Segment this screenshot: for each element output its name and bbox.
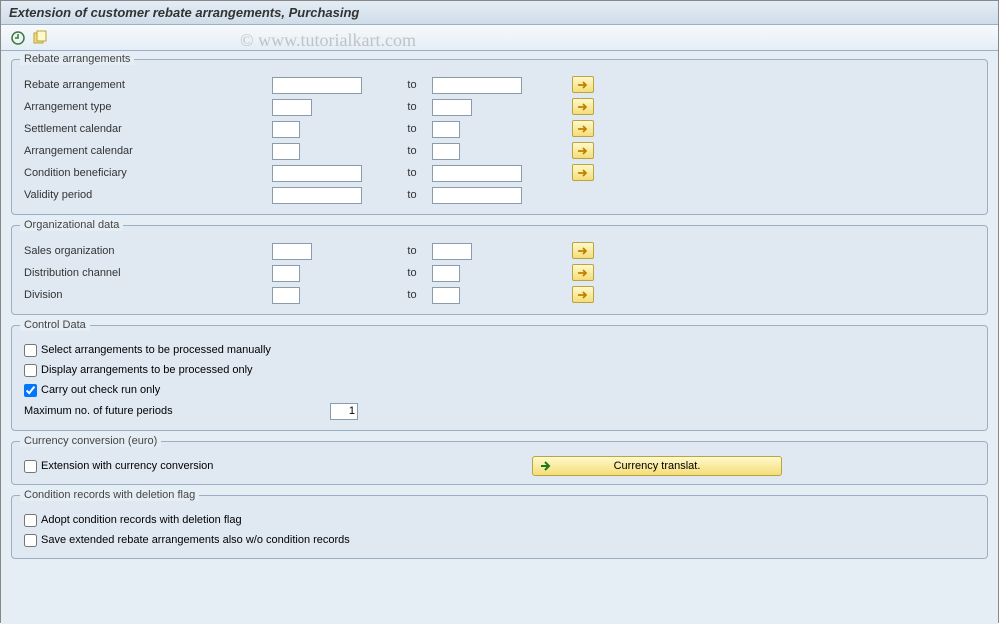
execute-button[interactable] bbox=[9, 29, 27, 47]
check-row: Select arrangements to be processed manu… bbox=[22, 340, 977, 360]
to-input[interactable] bbox=[432, 187, 522, 204]
group1-rows: Rebate arrangementtoArrangement typetoSe… bbox=[22, 74, 977, 206]
checkbox-label: Select arrangements to be processed manu… bbox=[41, 344, 271, 356]
max-periods-label: Maximum no. of future periods bbox=[24, 405, 330, 417]
multiple-selection-button[interactable] bbox=[572, 164, 594, 181]
field-label: Arrangement calendar bbox=[22, 145, 272, 157]
group-currency-conversion: Currency conversion (euro) Extension wit… bbox=[11, 441, 988, 485]
group-title: Currency conversion (euro) bbox=[20, 435, 161, 447]
selection-row: Arrangement type to bbox=[22, 96, 977, 118]
selection-row: Distribution channel to bbox=[22, 262, 977, 284]
arrow-right-icon bbox=[539, 459, 553, 476]
check-row: Adopt condition records with deletion fl… bbox=[22, 510, 977, 530]
to-input[interactable] bbox=[432, 143, 460, 160]
from-input[interactable] bbox=[272, 165, 362, 182]
multiple-selection-button[interactable] bbox=[572, 142, 594, 159]
selection-row: Arrangement calendar to bbox=[22, 140, 977, 162]
to-label: to bbox=[392, 189, 432, 201]
to-input[interactable] bbox=[432, 243, 472, 260]
from-input[interactable] bbox=[272, 99, 312, 116]
group-organizational-data: Organizational data Sales organizationto… bbox=[11, 225, 988, 315]
field-label: Rebate arrangement bbox=[22, 79, 272, 91]
field-label: Division bbox=[22, 289, 272, 301]
to-input[interactable] bbox=[432, 287, 460, 304]
group-title: Organizational data bbox=[20, 219, 123, 231]
checkbox[interactable] bbox=[24, 534, 37, 547]
to-label: to bbox=[392, 245, 432, 257]
field-label: Condition beneficiary bbox=[22, 167, 272, 179]
multiple-selection-button[interactable] bbox=[572, 76, 594, 93]
from-input[interactable] bbox=[272, 121, 300, 138]
to-label: to bbox=[392, 101, 432, 113]
field-label: Arrangement type bbox=[22, 101, 272, 113]
checkbox-label: Carry out check run only bbox=[41, 384, 160, 396]
from-input[interactable] bbox=[272, 287, 300, 304]
multiple-selection-button[interactable] bbox=[572, 264, 594, 281]
group-title: Rebate arrangements bbox=[20, 53, 134, 65]
field-label: Distribution channel bbox=[22, 267, 272, 279]
checkbox[interactable] bbox=[24, 364, 37, 377]
checkbox-label: Save extended rebate arrangements also w… bbox=[41, 534, 350, 546]
field-label: Settlement calendar bbox=[22, 123, 272, 135]
currency-translate-label: Currency translat. bbox=[614, 460, 701, 472]
multiple-selection-button[interactable] bbox=[572, 120, 594, 137]
group2-rows: Sales organizationtoDistribution channel… bbox=[22, 240, 977, 306]
to-label: to bbox=[392, 145, 432, 157]
selection-row: Settlement calendar to bbox=[22, 118, 977, 140]
selection-row: Sales organization to bbox=[22, 240, 977, 262]
from-input[interactable] bbox=[272, 187, 362, 204]
from-input[interactable] bbox=[272, 77, 362, 94]
to-input[interactable] bbox=[432, 165, 522, 182]
group5-checks: Adopt condition records with deletion fl… bbox=[22, 510, 977, 550]
to-label: to bbox=[392, 167, 432, 179]
multiple-selection-button[interactable] bbox=[572, 286, 594, 303]
selection-row: Rebate arrangement to bbox=[22, 74, 977, 96]
group-deletion-flag: Condition records with deletion flag Ado… bbox=[11, 495, 988, 559]
variant-button[interactable] bbox=[31, 29, 49, 47]
to-input[interactable] bbox=[432, 99, 472, 116]
to-input[interactable] bbox=[432, 121, 460, 138]
check-row: Save extended rebate arrangements also w… bbox=[22, 530, 977, 550]
to-label: to bbox=[392, 79, 432, 91]
multiple-selection-button[interactable] bbox=[572, 242, 594, 259]
to-label: to bbox=[392, 123, 432, 135]
selection-row: Condition beneficiary to bbox=[22, 162, 977, 184]
field-label: Validity period bbox=[22, 189, 272, 201]
checkbox-label: Adopt condition records with deletion fl… bbox=[41, 514, 242, 526]
checkbox[interactable] bbox=[24, 384, 37, 397]
max-periods-input[interactable] bbox=[330, 403, 358, 420]
check-row: Carry out check run only bbox=[22, 380, 977, 400]
toolbar bbox=[1, 25, 998, 51]
selection-row: Division to bbox=[22, 284, 977, 306]
group-title: Condition records with deletion flag bbox=[20, 489, 199, 501]
group3-checks: Select arrangements to be processed manu… bbox=[22, 340, 977, 400]
selection-row: Validity period to bbox=[22, 184, 977, 206]
checkbox[interactable] bbox=[24, 344, 37, 357]
checkbox-label: Display arrangements to be processed onl… bbox=[41, 364, 253, 376]
currency-conversion-checkbox[interactable] bbox=[24, 460, 37, 473]
to-input[interactable] bbox=[432, 265, 460, 282]
from-input[interactable] bbox=[272, 143, 300, 160]
content-area: Rebate arrangements Rebate arrangement to… bbox=[1, 51, 998, 624]
currency-conversion-label: Extension with currency conversion bbox=[41, 460, 213, 472]
currency-translate-button[interactable]: Currency translat. bbox=[532, 456, 782, 476]
field-label: Sales organization bbox=[22, 245, 272, 257]
to-label: to bbox=[392, 289, 432, 301]
group-rebate-arrangements: Rebate arrangements Rebate arrangementto… bbox=[11, 59, 988, 215]
group-control-data: Control Data Select arrangements to be p… bbox=[11, 325, 988, 431]
page-title: Extension of customer rebate arrangement… bbox=[1, 1, 998, 25]
to-input[interactable] bbox=[432, 77, 522, 94]
from-input[interactable] bbox=[272, 265, 300, 282]
checkbox[interactable] bbox=[24, 514, 37, 527]
multiple-selection-button[interactable] bbox=[572, 98, 594, 115]
to-label: to bbox=[392, 267, 432, 279]
group-title: Control Data bbox=[20, 319, 90, 331]
from-input[interactable] bbox=[272, 243, 312, 260]
check-row: Display arrangements to be processed onl… bbox=[22, 360, 977, 380]
